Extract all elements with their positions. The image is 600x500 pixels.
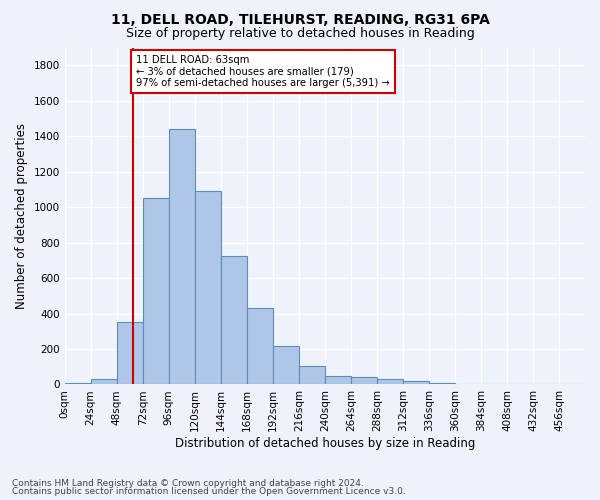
Bar (299, 366, 325, 384)
Bar (403, 381, 429, 384)
Y-axis label: Number of detached properties: Number of detached properties (15, 123, 28, 309)
Bar (351, 378, 377, 384)
Bar (377, 379, 403, 384)
Bar (195, 191, 221, 384)
Bar (117, 322, 143, 384)
Bar (65, 382, 91, 384)
Text: 11 DELL ROAD: 63sqm
← 3% of detached houses are smaller (179)
97% of semi-detach: 11 DELL ROAD: 63sqm ← 3% of detached hou… (136, 54, 390, 88)
Bar (325, 376, 351, 384)
Text: Size of property relative to detached houses in Reading: Size of property relative to detached ho… (125, 28, 475, 40)
Text: Contains public sector information licensed under the Open Government Licence v3: Contains public sector information licen… (12, 487, 406, 496)
Bar (91, 379, 117, 384)
X-axis label: Distribution of detached houses by size in Reading: Distribution of detached houses by size … (175, 437, 475, 450)
Bar (221, 256, 247, 384)
Text: Contains HM Land Registry data © Crown copyright and database right 2024.: Contains HM Land Registry data © Crown c… (12, 478, 364, 488)
Bar (273, 346, 299, 385)
Bar (247, 308, 273, 384)
Text: 11, DELL ROAD, TILEHURST, READING, RG31 6PA: 11, DELL ROAD, TILEHURST, READING, RG31 … (110, 12, 490, 26)
Bar (143, 198, 169, 384)
Bar (169, 129, 195, 384)
Bar (429, 382, 455, 384)
